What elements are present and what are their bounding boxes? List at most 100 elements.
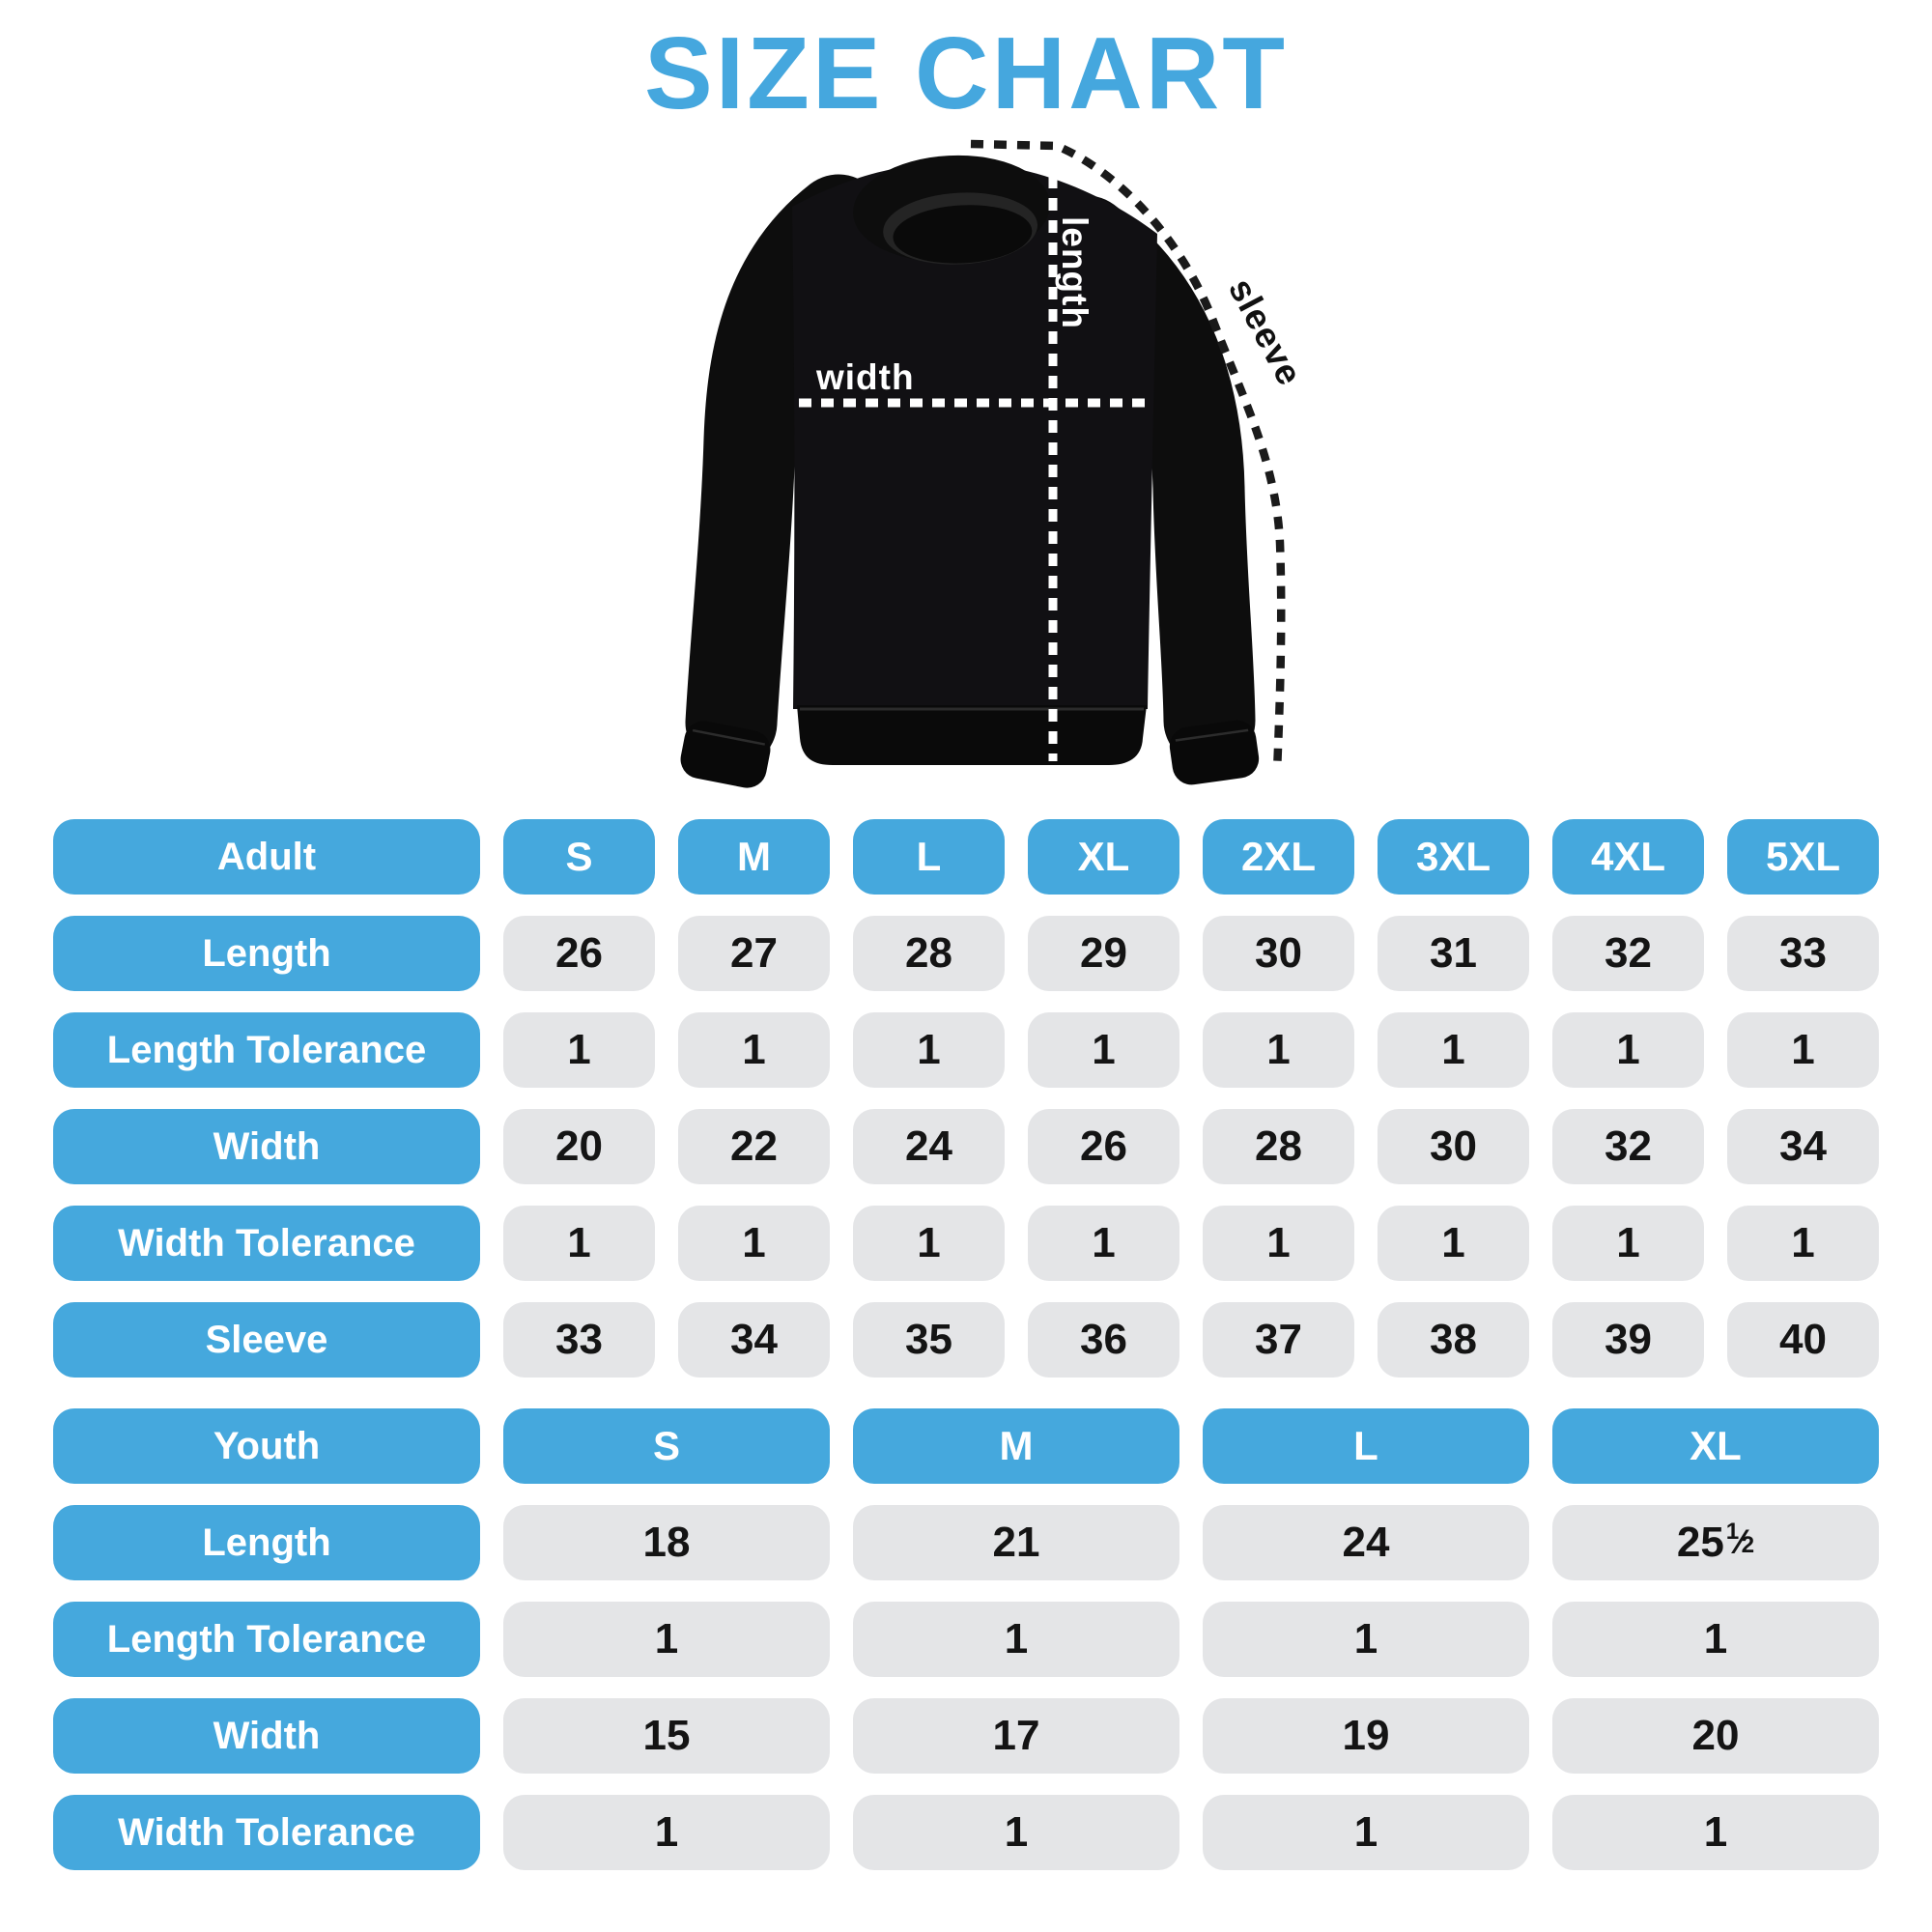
adult-value-cell: 1: [1028, 1012, 1179, 1088]
adult-value-cell: 28: [1203, 1109, 1354, 1184]
adult-value-cell: 33: [503, 1302, 655, 1378]
adult-value-cell: 36: [1028, 1302, 1179, 1378]
adult-row-label: Adult: [53, 819, 480, 895]
body-panel: [792, 162, 1157, 709]
sweatshirt-graphic: [680, 155, 1260, 788]
youth-data-row: Width Tolerance 1 1 1 1: [53, 1795, 1879, 1870]
youth-data-row: Length Tolerance 1 1 1 1: [53, 1602, 1879, 1677]
adult-size-header-cell: S: [503, 819, 655, 895]
adult-value-cell: 1: [1727, 1206, 1879, 1281]
youth-value-cell: 21: [853, 1505, 1179, 1580]
left-sleeve: [685, 174, 885, 769]
adult-value-cell: 1: [1552, 1206, 1704, 1281]
youth-value-cell: 1: [1203, 1795, 1529, 1870]
adult-value-cell: 1: [678, 1012, 830, 1088]
youth-value-cell: 1: [503, 1602, 830, 1677]
length-label: length: [1055, 216, 1094, 329]
adult-size-header-cell: XL: [1028, 819, 1179, 895]
youth-value-cell: 15: [503, 1698, 830, 1774]
adult-value-cell: 34: [678, 1302, 830, 1378]
adult-size-header-cell: 2XL: [1203, 819, 1354, 895]
adult-data-row: Sleeve 33 34 35 36 37 38 39 40: [53, 1302, 1879, 1378]
size-tables: Adult S M L XL 2XL 3XL 4XL 5XL Length 26 27 28 29 30 31…: [53, 819, 1879, 1891]
youth-value-cell: 17: [853, 1698, 1179, 1774]
adult-value-cell: 1: [1552, 1012, 1704, 1088]
youth-value-cell: 1: [853, 1795, 1179, 1870]
width-label: width: [815, 357, 915, 397]
youth-value-cell: 1: [503, 1795, 830, 1870]
adult-value-cell: 37: [1203, 1302, 1354, 1378]
adult-value-cell: 32: [1552, 1109, 1704, 1184]
adult-value-cell: 1: [503, 1012, 655, 1088]
adult-value-cell: 1: [1028, 1206, 1179, 1281]
hem-band: [797, 705, 1147, 765]
sleeve-label: sleeve: [1221, 272, 1310, 392]
adult-value-cell: 31: [1378, 916, 1529, 991]
collar: [853, 155, 1050, 265]
adult-row-label: Length Tolerance: [53, 1012, 480, 1088]
right-cuff: [1169, 720, 1260, 785]
adult-value-cell: 33: [1727, 916, 1879, 991]
adult-value-cell: 32: [1552, 916, 1704, 991]
adult-value-cell: 1: [678, 1206, 830, 1281]
youth-value-cell: 19: [1203, 1698, 1529, 1774]
youth-row-label: Width Tolerance: [53, 1795, 480, 1870]
adult-value-cell: 24: [853, 1109, 1005, 1184]
youth-value-cell: 18: [503, 1505, 830, 1580]
adult-value-cell: 20: [503, 1109, 655, 1184]
adult-row-label: Width: [53, 1109, 480, 1184]
adult-row-label: Width Tolerance: [53, 1206, 480, 1281]
adult-value-cell: 30: [1378, 1109, 1529, 1184]
youth-value-cell: 25 1 ⁄ 2: [1552, 1505, 1879, 1580]
youth-header-row: Youth S M L XL: [53, 1408, 1879, 1484]
adult-value-cell: 1: [1378, 1012, 1529, 1088]
adult-row-label: Sleeve: [53, 1302, 480, 1378]
youth-size-header-cell: S: [503, 1408, 830, 1484]
adult-value-cell: 1: [1203, 1206, 1354, 1281]
youth-row-label: Length: [53, 1505, 480, 1580]
adult-value-cell: 1: [1727, 1012, 1879, 1088]
adult-value-cell: 40: [1727, 1302, 1879, 1378]
youth-value-cell: 1: [1552, 1795, 1879, 1870]
adult-value-cell: 30: [1203, 916, 1354, 991]
adult-value-cell: 27: [678, 916, 830, 991]
youth-size-header-cell: XL: [1552, 1408, 1879, 1484]
adult-data-row: Width 20 22 24 26 28 30 32 34: [53, 1109, 1879, 1184]
adult-value-cell: 29: [1028, 916, 1179, 991]
adult-value-cell: 26: [503, 916, 655, 991]
adult-value-cell: 34: [1727, 1109, 1879, 1184]
youth-value-cell: 24: [1203, 1505, 1529, 1580]
youth-value-cell: 20: [1552, 1698, 1879, 1774]
left-cuff: [680, 721, 771, 788]
youth-value-cell: 1: [853, 1602, 1179, 1677]
adult-value-cell: 22: [678, 1109, 830, 1184]
adult-value-cell: 1: [853, 1206, 1005, 1281]
youth-row-label: Youth: [53, 1408, 480, 1484]
adult-data-row: Length Tolerance 1 1 1 1 1 1 1 1: [53, 1012, 1879, 1088]
adult-data-row: Length 26 27 28 29 30 31 32 33: [53, 916, 1879, 991]
adult-value-cell: 1: [853, 1012, 1005, 1088]
adult-value-cell: 1: [1203, 1012, 1354, 1088]
garment-measurement-diagram: width length sleeve: [680, 139, 1310, 788]
youth-size-header-cell: L: [1203, 1408, 1529, 1484]
youth-value-cell: 1: [1203, 1602, 1529, 1677]
adult-value-cell: 1: [503, 1206, 655, 1281]
adult-header-row: Adult S M L XL 2XL 3XL 4XL 5XL: [53, 819, 1879, 895]
adult-size-header-cell: 4XL: [1552, 819, 1704, 895]
page-title: SIZE CHART: [644, 16, 1288, 130]
youth-size-header-cell: M: [853, 1408, 1179, 1484]
adult-value-cell: 38: [1378, 1302, 1529, 1378]
youth-row-label: Length Tolerance: [53, 1602, 480, 1677]
adult-row-label: Length: [53, 916, 480, 991]
adult-size-header-cell: M: [678, 819, 830, 895]
youth-data-row: Length 18 21 24 25 1 ⁄ 2: [53, 1505, 1879, 1580]
youth-data-row: Width 15 17 19 20: [53, 1698, 1879, 1774]
adult-size-header-cell: 5XL: [1727, 819, 1879, 895]
adult-size-header-cell: L: [853, 819, 1005, 895]
youth-size-table: Youth S M L XL Length 18 21 24 25 1 ⁄ 2 Length Tolera…: [53, 1408, 1879, 1870]
adult-value-cell: 39: [1552, 1302, 1704, 1378]
adult-value-cell: 26: [1028, 1109, 1179, 1184]
adult-size-table: Adult S M L XL 2XL 3XL 4XL 5XL Length 26 27 28 29 30 31…: [53, 819, 1879, 1378]
youth-row-label: Width: [53, 1698, 480, 1774]
